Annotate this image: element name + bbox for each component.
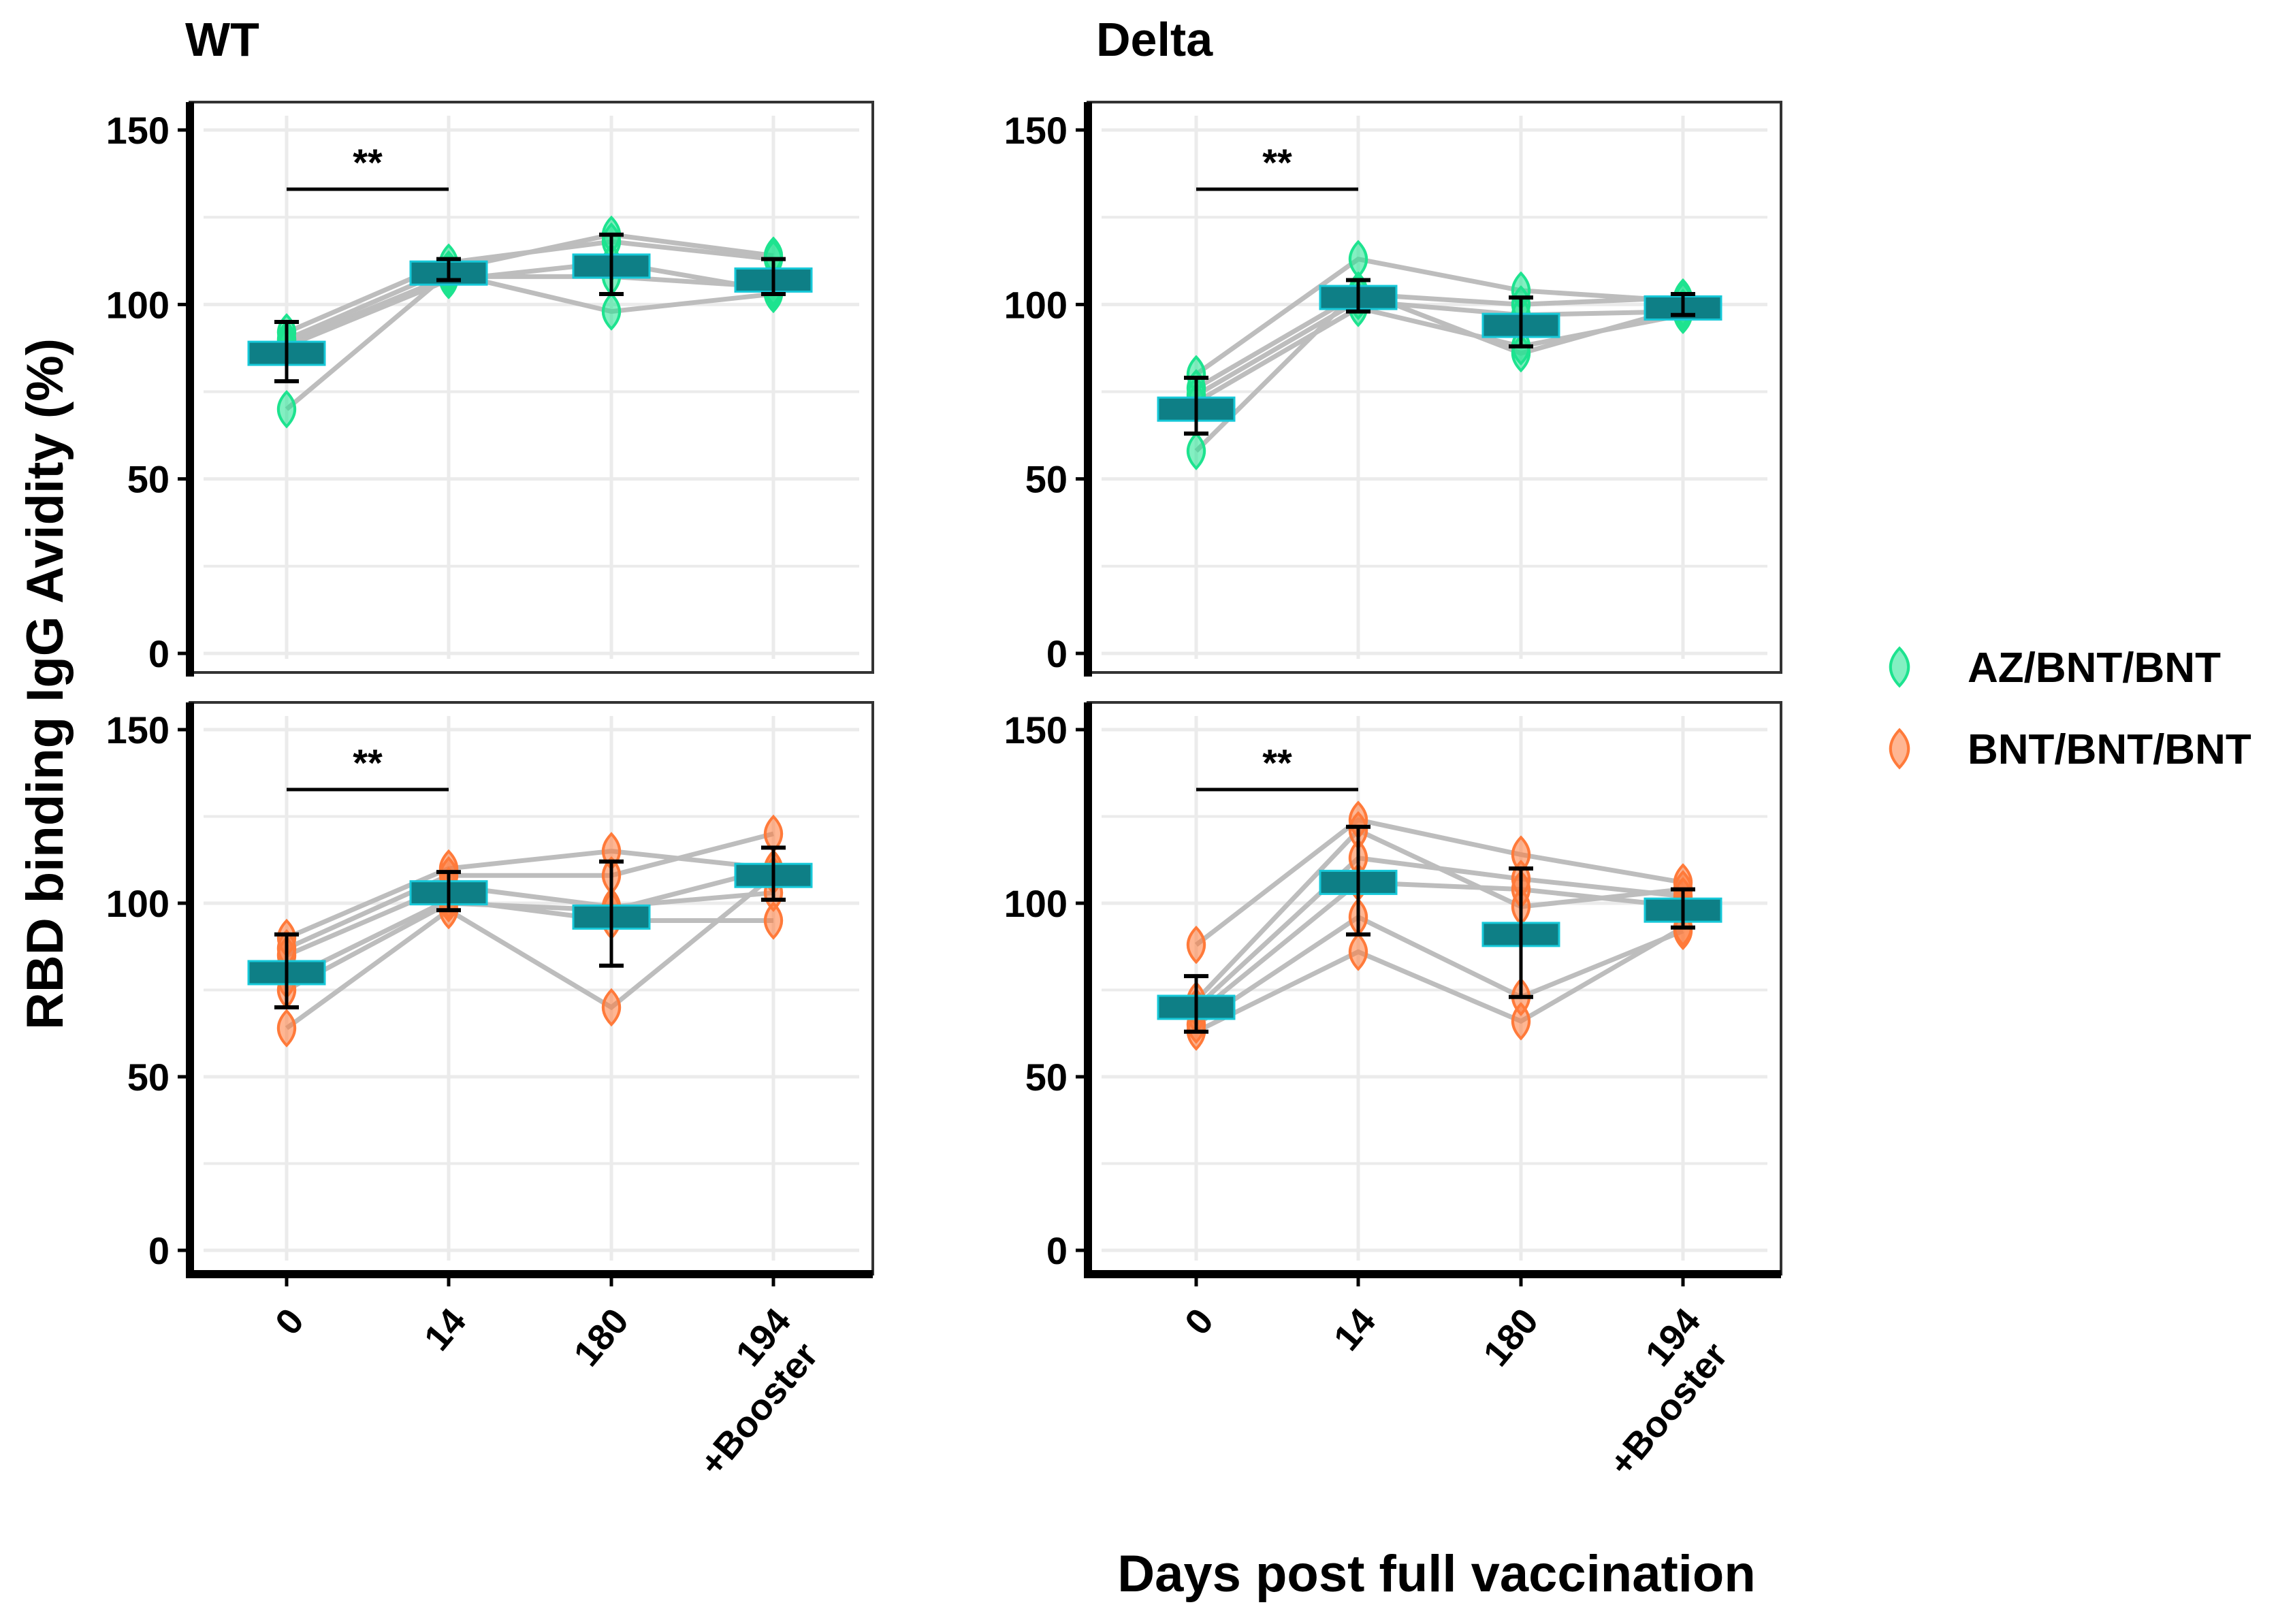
- panel-frame: [1087, 701, 1782, 1276]
- y-tick-label: 0: [1046, 632, 1068, 675]
- y-tick-label: 150: [106, 709, 170, 751]
- subject-line: [1195, 298, 1684, 397]
- significance-label: **: [1262, 141, 1292, 184]
- x-tick-label: 180: [566, 1301, 637, 1374]
- subject-line: [285, 866, 774, 992]
- data-point: [1186, 432, 1206, 470]
- subject-line: [1194, 287, 1684, 453]
- legend-marker-bnt: [1889, 728, 1910, 770]
- data-point: [1348, 240, 1368, 278]
- x-tick-label: 180: [1475, 1301, 1546, 1374]
- y-tick-label: 0: [1046, 1229, 1068, 1272]
- y-tick-label: 150: [1004, 109, 1068, 152]
- x-tick-label: 0: [268, 1301, 312, 1343]
- y-tick-label: 0: [148, 1229, 170, 1272]
- significance-label: **: [353, 741, 383, 784]
- y-tick-label: 100: [106, 882, 170, 925]
- subject-line: [285, 848, 774, 941]
- panel-title-delta: Delta: [1096, 13, 1213, 66]
- data-point: [276, 389, 297, 429]
- subject-line: [1195, 291, 1684, 391]
- subject-line: [1194, 256, 1684, 376]
- y-tick-label: 150: [1004, 709, 1068, 751]
- y-tick-label: 100: [1004, 283, 1068, 326]
- subject-line: [1195, 914, 1684, 1027]
- subject-line: [1195, 925, 1684, 1034]
- data-point: [1348, 932, 1368, 971]
- y-tick-label: 150: [106, 109, 170, 152]
- data-point: [763, 901, 784, 940]
- y-tick-label: 50: [127, 458, 170, 501]
- panel-frame: [189, 701, 874, 1276]
- legend-label-bnt: BNT/BNT/BNT: [1968, 726, 2251, 773]
- significance-label: **: [353, 141, 383, 184]
- legend-marker-az: [1889, 646, 1910, 688]
- y-axis-label: RBD binding IgG Avidity (%): [16, 338, 74, 1030]
- subject-line: [285, 274, 774, 345]
- y-tick-label: 100: [1004, 882, 1068, 925]
- significance-label: **: [1262, 741, 1292, 784]
- x-tick-label: 14: [1326, 1301, 1384, 1359]
- subject-line: [285, 873, 775, 1030]
- subject-line: [285, 897, 773, 982]
- data-point: [276, 1009, 297, 1048]
- legend: AZ/BNT/BNT BNT/BNT/BNT: [1889, 645, 2251, 773]
- data-point: [1511, 1002, 1531, 1041]
- panel-0: 0 50 100 150 **: [106, 101, 874, 677]
- panel-frame: [189, 101, 874, 674]
- subject-line: [285, 831, 774, 951]
- panel-1: 0 50 100 150 **: [1004, 101, 1782, 677]
- x-tick-label: 14: [417, 1301, 475, 1359]
- y-tick-label: 0: [148, 632, 170, 675]
- subject-line: [285, 270, 774, 411]
- data-point: [601, 988, 622, 1027]
- panel-title-wt: WT: [185, 13, 259, 66]
- y-tick-label: 50: [1025, 1056, 1068, 1099]
- x-axis-label: Days post full vaccination: [1117, 1545, 1756, 1603]
- subject-line: [285, 232, 774, 342]
- y-tick-label: 50: [127, 1056, 170, 1099]
- data-point: [601, 292, 622, 331]
- y-tick-label: 50: [1025, 458, 1068, 501]
- subject-line: [1194, 879, 1684, 1016]
- subject-line: [1194, 856, 1684, 1009]
- subject-line: [285, 260, 774, 349]
- x-tick-label: 0: [1177, 1301, 1221, 1343]
- legend-label-az: AZ/BNT/BNT: [1968, 645, 2221, 692]
- subject-line: [1194, 817, 1684, 947]
- data-point: [1186, 926, 1206, 964]
- y-tick-label: 100: [106, 283, 170, 326]
- subject-line: [285, 883, 774, 958]
